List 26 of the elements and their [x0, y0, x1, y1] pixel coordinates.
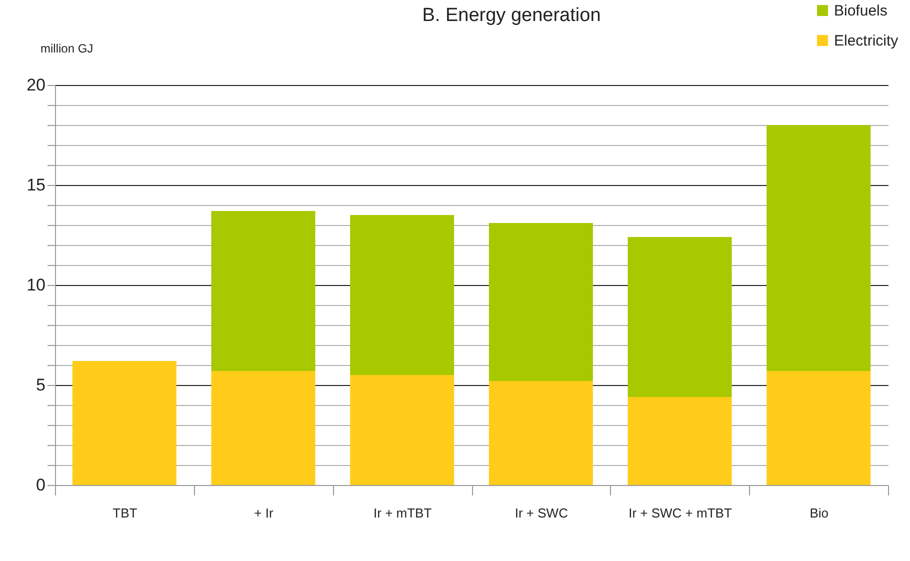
x-tick-label: TBT: [112, 506, 138, 520]
legend-label: Biofuels: [834, 2, 888, 20]
bar: [628, 397, 732, 485]
bar: [628, 237, 732, 397]
y-tick-label: 15: [26, 176, 46, 194]
bar: [350, 215, 454, 375]
x-tick-label: + Ir: [254, 506, 274, 520]
x-tick-label: Ir + mTBT: [374, 506, 432, 520]
y-tick-label: 0: [36, 476, 46, 494]
y-tick-label: 10: [26, 276, 46, 294]
y-axis-title: million GJ: [40, 42, 94, 56]
x-tick-label: Ir + SWC: [514, 506, 568, 520]
x-tick-label: Bio: [810, 506, 828, 520]
bar: [211, 371, 316, 485]
y-tick-label: 5: [36, 376, 46, 394]
y-tick-label: 20: [26, 76, 46, 94]
legend-label: Electricity: [834, 32, 899, 50]
bar: [211, 211, 316, 371]
bar: [766, 371, 871, 485]
x-tick-label: Ir + SWC + mTBT: [628, 506, 732, 520]
bar: [488, 381, 593, 485]
chart-title: B. Energy generation: [422, 5, 601, 26]
bar: [350, 375, 454, 485]
bar: [488, 223, 593, 381]
bar: [72, 361, 176, 485]
bar: [766, 125, 871, 371]
